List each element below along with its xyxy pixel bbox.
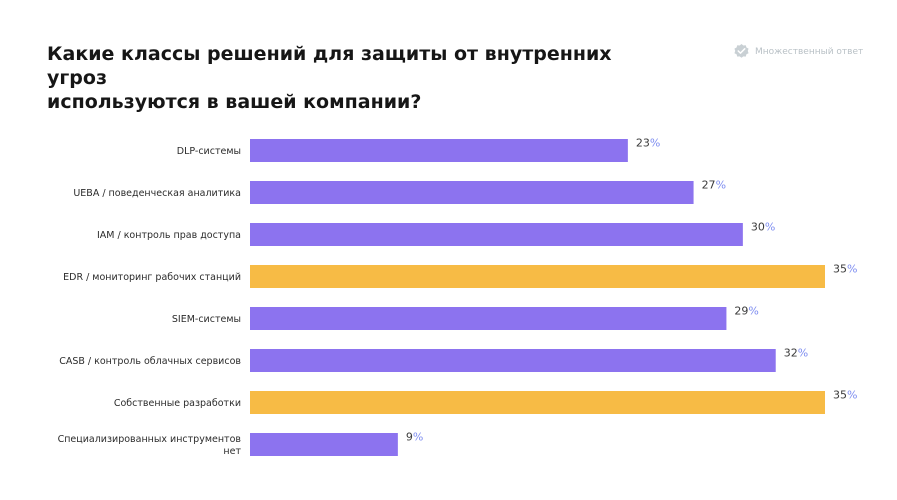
bar-8	[250, 433, 398, 456]
bar-1	[250, 139, 628, 162]
value-label-5: 29%	[734, 305, 758, 318]
category-label-4: EDR / мониторинг рабочих станций	[63, 272, 241, 283]
check-badge-icon	[734, 44, 749, 58]
value-label-6: 32%	[784, 347, 808, 360]
category-label-1: DLP-системы	[177, 146, 241, 157]
value-label-8: 9%	[406, 431, 423, 444]
value-label-2: 27%	[702, 179, 726, 192]
multiple-answer-label: Множественный ответ	[755, 46, 864, 57]
category-label-6: CASB / контроль облачных сервисов	[59, 356, 241, 367]
bar-7	[250, 391, 825, 414]
bar-5	[250, 307, 727, 330]
category-label-8: Специализированных инструментов нет	[58, 434, 242, 457]
value-label-1: 23%	[636, 137, 660, 150]
bar-6	[250, 349, 776, 372]
bar-2	[250, 181, 694, 204]
category-label-3: IAM / контроль прав доступа	[97, 230, 241, 241]
value-label-3: 30%	[751, 221, 775, 234]
category-label-5: SIEM-системы	[172, 314, 241, 325]
chart-title-line-1: Какие классы решений для защиты от внутр…	[47, 43, 612, 89]
bar-4	[250, 265, 825, 288]
chart-title-line-2: используются в вашей компании?	[47, 91, 422, 113]
multiple-answer-badge: Множественный ответ	[733, 43, 863, 60]
category-label-7: Собственные разработки	[114, 398, 241, 409]
category-label-2: UEBA / поведенческая аналитика	[73, 188, 241, 199]
value-label-4: 35%	[833, 263, 857, 276]
bar-3	[250, 223, 743, 246]
chart-title: Какие классы решений для защиты от внутр…	[47, 42, 647, 114]
value-label-7: 35%	[833, 389, 857, 402]
